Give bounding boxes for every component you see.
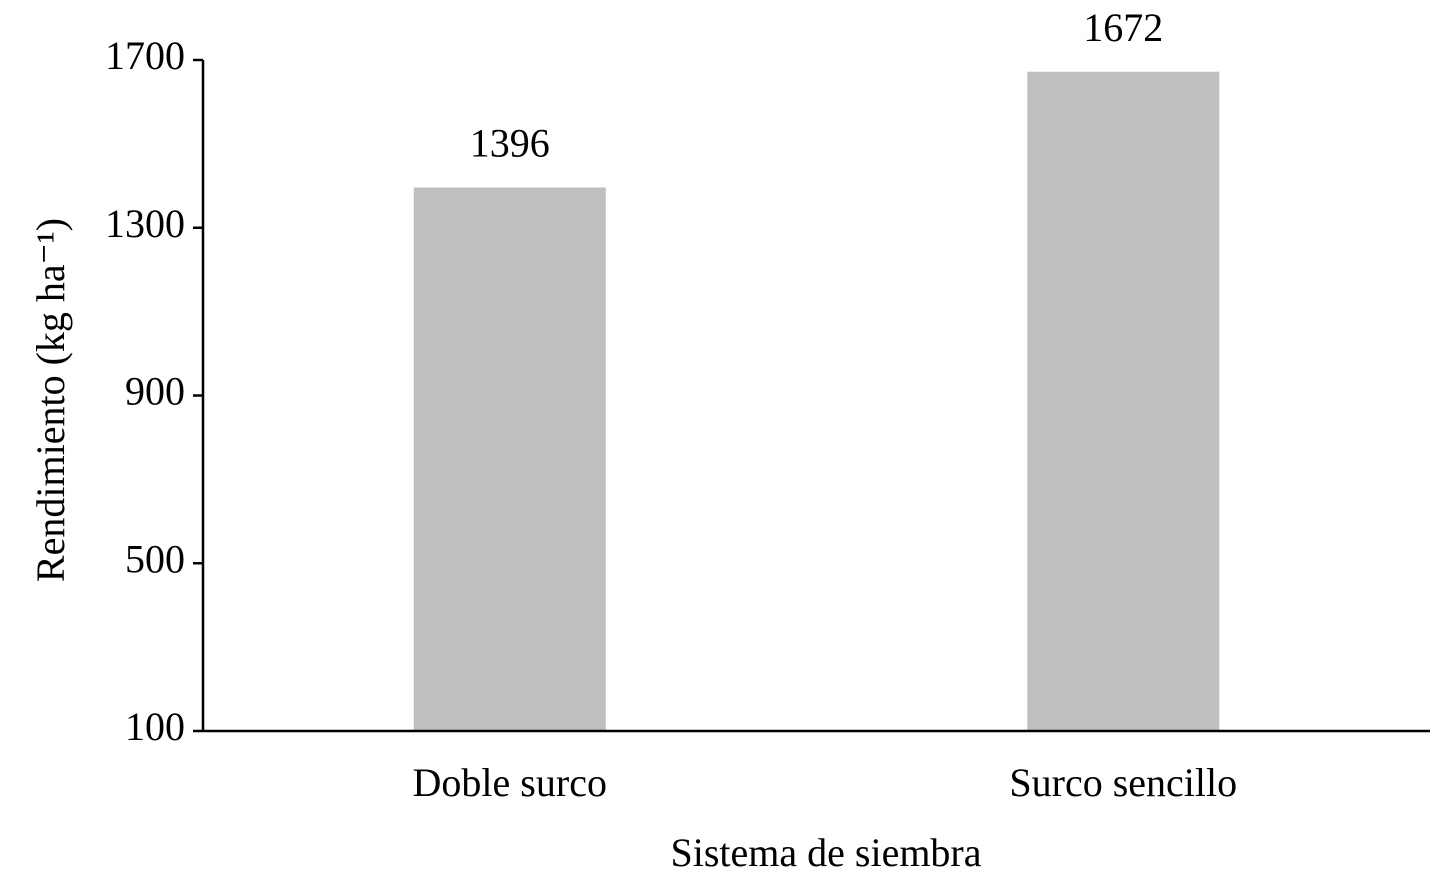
x-axis-title: Sistema de siembra: [670, 830, 981, 875]
x-tick-label: Doble surco: [413, 760, 607, 805]
y-tick-label: 500: [125, 536, 185, 581]
x-tick-label: Surco sencillo: [1009, 760, 1237, 805]
y-axis-title: Rendimiento (kg ha⁻¹): [28, 218, 73, 582]
bar: [413, 187, 606, 732]
y-tick-label: 1300: [105, 201, 185, 246]
value-label: 1672: [1083, 5, 1163, 50]
y-tick-label: 1700: [105, 33, 185, 78]
y-tick-label: 900: [125, 369, 185, 414]
y-tick-label: 100: [125, 704, 185, 749]
value-label: 1396: [470, 121, 550, 166]
bar: [1027, 71, 1220, 732]
